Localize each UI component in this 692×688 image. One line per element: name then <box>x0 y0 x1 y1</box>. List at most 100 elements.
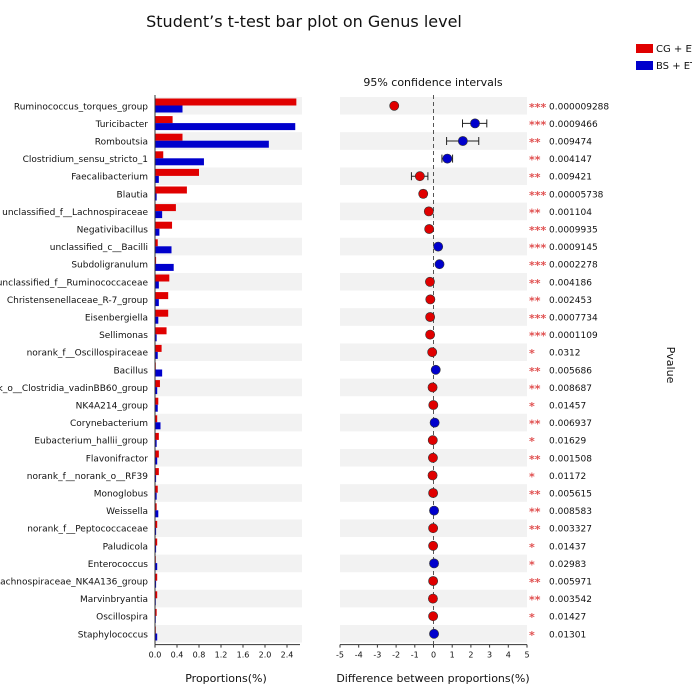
significance-stars: * <box>529 611 535 624</box>
bar-bs-et <box>155 510 159 518</box>
category-label: unclassified_f__Lachnospiraceae <box>2 208 148 218</box>
bar-bs-et <box>155 633 158 641</box>
significance-stars: * <box>529 629 535 642</box>
bar-cg-et <box>155 591 158 599</box>
bar-cg-et <box>155 204 176 212</box>
bar-bs-et <box>155 563 158 571</box>
right-x-tick-label: 5 <box>524 651 529 660</box>
right-x-tick-label: 0 <box>431 651 436 660</box>
pvalue-label: 0.0312 <box>549 349 581 359</box>
pvalue-label: 0.0001109 <box>549 331 598 341</box>
category-label: Oscillospira <box>96 613 148 623</box>
difference-point <box>424 224 435 234</box>
bar-bs-et <box>155 439 157 447</box>
significance-stars: *** <box>529 189 547 202</box>
category-label: Eubacterium_hallii_group <box>34 437 148 447</box>
bar-cg-et <box>155 239 158 247</box>
bar-bs-et <box>155 545 157 553</box>
difference-point <box>427 470 438 481</box>
row-band-left <box>155 378 302 397</box>
significance-stars: ** <box>529 488 541 501</box>
bar-bs-et <box>155 246 172 254</box>
significance-stars: *** <box>529 101 547 114</box>
left-x-tick-label: 2.0 <box>259 651 272 660</box>
pvalue-label: 0.00005738 <box>549 190 604 200</box>
bar-bs-et <box>155 263 174 271</box>
category-label: Ruminococcus_torques_group <box>14 102 148 112</box>
difference-point <box>428 452 438 463</box>
bar-cg-et <box>155 151 164 159</box>
pvalue-label: 0.008583 <box>549 507 592 517</box>
pvalue-label: 0.009421 <box>549 173 592 183</box>
bar-bs-et <box>155 123 296 131</box>
significance-stars: ** <box>529 506 541 519</box>
pvalue-label: 0.01437 <box>549 542 586 552</box>
pvalue-label: 0.0009145 <box>549 243 598 253</box>
significance-stars: ** <box>529 365 541 378</box>
bar-cg-et <box>155 98 297 106</box>
bar-bs-et <box>155 457 158 465</box>
bar-bs-et <box>155 211 163 219</box>
bar-cg-et <box>155 520 158 528</box>
category-label: norank_f__norank_o__RF39 <box>27 472 149 482</box>
difference-point <box>427 382 438 393</box>
right-x-tick-label: -4 <box>355 651 363 660</box>
pvalue-label: 0.002453 <box>549 296 592 306</box>
difference-point <box>425 312 436 322</box>
difference-point <box>428 400 439 410</box>
row-band-left <box>155 484 302 502</box>
category-label: Blautia <box>117 190 148 200</box>
category-label: Lachnospiraceae_NK4A136_group <box>0 578 148 588</box>
pvalue-label: 0.004147 <box>549 155 592 165</box>
difference-point <box>442 153 453 164</box>
significance-stars: * <box>529 541 535 554</box>
bar-cg-et <box>155 397 159 405</box>
pvalue-label: 0.01427 <box>549 613 586 623</box>
pvalue-label: 0.01629 <box>549 437 586 447</box>
category-label: unclassified_c__Bacilli <box>50 243 148 253</box>
category-label: Monoglobus <box>94 490 149 500</box>
difference-point <box>428 540 439 551</box>
left-x-tick-label: 0.0 <box>149 651 162 660</box>
bar-cg-et <box>155 327 167 335</box>
difference-point <box>427 435 438 446</box>
category-label: norank_o__Clostridia_vadinBB60_group <box>0 384 148 394</box>
difference-point <box>428 611 439 622</box>
pvalue-label: 0.008687 <box>549 384 592 394</box>
bar-bs-et <box>155 404 158 412</box>
right-x-tick-label: 4 <box>506 651 511 660</box>
row-band-left <box>155 202 302 221</box>
bar-bs-et <box>155 158 204 166</box>
left-x-tick-label: 1.6 <box>237 651 250 660</box>
bar-cg-et <box>155 485 158 493</box>
row-band-left <box>155 308 302 326</box>
row-band-left <box>155 449 302 467</box>
difference-point <box>428 523 439 534</box>
legend-label-1: BS + ET <box>656 61 692 72</box>
significance-stars: *** <box>529 224 547 237</box>
bar-cg-et <box>155 256 157 264</box>
chart-title: Student’s t-test bar plot on Genus level <box>146 12 462 31</box>
difference-panel: -5 -4 -3 -2 -1 0 1 2 3 4 5*** 0.000009288*** 0.00094… <box>336 95 609 660</box>
row-band-left <box>155 343 302 361</box>
bar-bs-et <box>155 316 159 324</box>
significance-stars: * <box>529 470 535 483</box>
bar-cg-et <box>155 573 158 581</box>
pvalue-label: 0.003327 <box>549 525 592 535</box>
category-label: Bacillus <box>113 366 148 376</box>
pvalue-axis-label: Pvalue <box>664 347 677 384</box>
pvalue-label: 0.005615 <box>549 490 592 500</box>
significance-stars: *** <box>529 242 547 255</box>
left-x-tick-label: 0.4 <box>171 651 184 660</box>
right-x-tick-label: 1 <box>450 651 455 660</box>
difference-point <box>434 259 445 270</box>
row-band-left <box>155 625 302 643</box>
bar-bs-et <box>155 334 157 342</box>
difference-point <box>425 329 436 340</box>
significance-stars: ** <box>529 594 541 607</box>
category-label: Flavonifractor <box>86 454 149 464</box>
category-label: Paludicola <box>103 542 148 552</box>
bar-bs-et <box>155 281 159 289</box>
right-x-tick-label: -2 <box>392 651 400 660</box>
